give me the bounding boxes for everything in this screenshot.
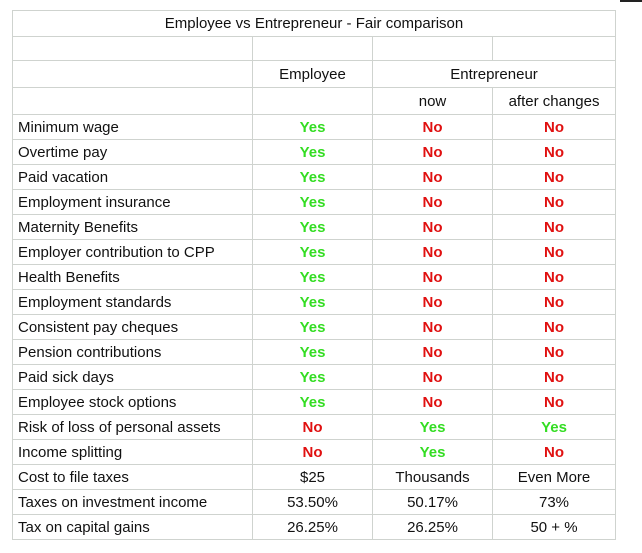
row-label: Taxes on investment income — [12, 489, 253, 515]
table-row: Employer contribution to CPP Yes No No — [12, 239, 617, 265]
cell-entrepreneur-now: Thousands — [372, 464, 493, 490]
cell-entrepreneur-after: Yes — [491, 414, 617, 440]
cell-entrepreneur-after: No — [491, 264, 617, 290]
cell-entrepreneur-after: No — [491, 139, 617, 165]
table-row: Paid sick days Yes No No — [12, 364, 617, 390]
cell-entrepreneur-after: 50 + % — [491, 514, 617, 540]
subheader-now: now — [372, 87, 493, 115]
cell-employee: Yes — [252, 389, 373, 415]
table-row: Paid vacation Yes No No — [12, 164, 617, 190]
table-row: Employment standards Yes No No — [12, 289, 617, 315]
header-employee: Employee — [252, 60, 373, 88]
cell-entrepreneur-after: No — [491, 389, 617, 415]
cell-entrepreneur-now: No — [372, 389, 493, 415]
row-label: Employment standards — [12, 289, 253, 315]
cell-entrepreneur-now: No — [372, 214, 493, 240]
table-title: Employee vs Entrepreneur - Fair comparis… — [11, 10, 617, 37]
cell-entrepreneur-after: No — [491, 114, 617, 140]
top-edge-line — [620, 0, 642, 2]
cell-entrepreneur-now: Yes — [372, 439, 493, 465]
row-label: Pension contributions — [12, 339, 253, 365]
table-row: Minimum wage Yes No No — [12, 114, 617, 140]
table-row: Pension contributions Yes No No — [12, 339, 617, 365]
cell-employee: Yes — [252, 239, 373, 265]
cell-entrepreneur-now: No — [372, 189, 493, 215]
row-label: Overtime pay — [12, 139, 253, 165]
row-label: Paid sick days — [12, 364, 253, 390]
cell-employee: No — [252, 439, 373, 465]
blank-row — [12, 36, 617, 61]
cell-employee: Yes — [252, 289, 373, 315]
table-row: Cost to file taxes $25 Thousands Even More — [12, 464, 617, 490]
row-label: Health Benefits — [12, 264, 253, 290]
cell-employee: Yes — [252, 339, 373, 365]
cell-entrepreneur-now: 50.17% — [372, 489, 493, 515]
table-row: Health Benefits Yes No No — [12, 264, 617, 290]
row-label: Employer contribution to CPP — [12, 239, 253, 265]
cell-employee: $25 — [252, 464, 373, 490]
cell-entrepreneur-now: No — [372, 164, 493, 190]
comparison-table: Employee vs Entrepreneur - Fair comparis… — [11, 10, 617, 540]
cell-entrepreneur-now: No — [372, 364, 493, 390]
cell-employee: Yes — [252, 114, 373, 140]
cell-entrepreneur-after: No — [491, 214, 617, 240]
cell-entrepreneur-after: No — [491, 314, 617, 340]
row-label: Maternity Benefits — [12, 214, 253, 240]
row-label: Cost to file taxes — [12, 464, 253, 490]
cell-entrepreneur-now: 26.25% — [372, 514, 493, 540]
cell-entrepreneur-now: No — [372, 139, 493, 165]
cell-entrepreneur-after: No — [491, 164, 617, 190]
subheader-after-changes: after changes — [491, 87, 617, 115]
cell-entrepreneur-after: Even More — [491, 464, 617, 490]
cell-employee: Yes — [252, 164, 373, 190]
row-label: Minimum wage — [12, 114, 253, 140]
cell-employee: 26.25% — [252, 514, 373, 540]
row-label: Employment insurance — [12, 189, 253, 215]
table-row: Employee stock options Yes No No — [12, 389, 617, 415]
header-entrepreneur: Entrepreneur — [371, 60, 617, 88]
table-row: Consistent pay cheques Yes No No — [12, 314, 617, 340]
cell-employee: Yes — [252, 364, 373, 390]
row-label: Tax on capital gains — [12, 514, 253, 540]
cell-entrepreneur-after: No — [491, 339, 617, 365]
row-label: Employee stock options — [12, 389, 253, 415]
cell-employee: 53.50% — [252, 489, 373, 515]
subheader-row: now after changes — [12, 87, 617, 115]
cell-employee: Yes — [252, 189, 373, 215]
cell-entrepreneur-after: No — [491, 364, 617, 390]
cell-employee: Yes — [252, 264, 373, 290]
row-label: Paid vacation — [12, 164, 253, 190]
cell-entrepreneur-after: No — [491, 289, 617, 315]
table-row: Maternity Benefits Yes No No — [12, 214, 617, 240]
cell-employee: Yes — [252, 139, 373, 165]
cell-entrepreneur-now: No — [372, 264, 493, 290]
cell-employee: No — [252, 414, 373, 440]
table-row: Tax on capital gains 26.25% 26.25% 50 + % — [12, 514, 617, 540]
table-row: Overtime pay Yes No No — [12, 139, 617, 165]
header-row: Employee Entrepreneur — [12, 60, 617, 88]
cell-employee: Yes — [252, 314, 373, 340]
table-row: Income splitting No Yes No — [12, 439, 617, 465]
cell-entrepreneur-after: No — [491, 439, 617, 465]
row-label: Risk of loss of personal assets — [12, 414, 253, 440]
row-label: Consistent pay cheques — [12, 314, 253, 340]
cell-entrepreneur-now: No — [372, 114, 493, 140]
cell-entrepreneur-after: 73% — [491, 489, 617, 515]
title-row: Employee vs Entrepreneur - Fair comparis… — [11, 10, 617, 37]
cell-employee: Yes — [252, 214, 373, 240]
cell-entrepreneur-after: No — [491, 189, 617, 215]
cell-entrepreneur-now: No — [372, 314, 493, 340]
cell-entrepreneur-now: Yes — [372, 414, 493, 440]
row-label: Income splitting — [12, 439, 253, 465]
table-row: Risk of loss of personal assets No Yes Yes — [12, 414, 617, 440]
table-row: Taxes on investment income 53.50% 50.17% 73… — [12, 489, 617, 515]
table-row: Employment insurance Yes No No — [12, 189, 617, 215]
cell-entrepreneur-now: No — [372, 239, 493, 265]
cell-entrepreneur-now: No — [372, 339, 493, 365]
cell-entrepreneur-now: No — [372, 289, 493, 315]
cell-entrepreneur-after: No — [491, 239, 617, 265]
